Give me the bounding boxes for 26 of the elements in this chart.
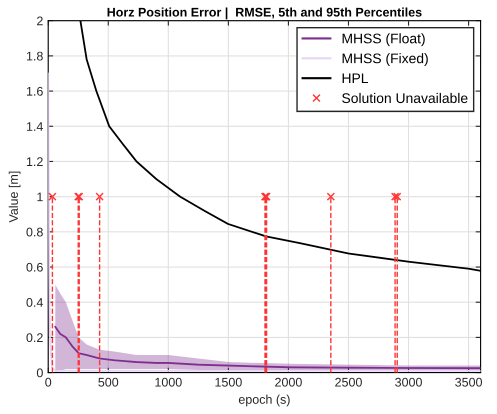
y-tick-label: 1.8 bbox=[26, 52, 43, 61]
x-tick-label: 1500 bbox=[215, 378, 242, 387]
y-tick-label: 2 bbox=[37, 16, 43, 26]
x-tick-label: 0 bbox=[45, 378, 52, 387]
chart-title: Horz Position Error | RMSE, 5th and 95th Percentiles bbox=[108, 7, 422, 20]
y-tick-label: 1.4 bbox=[26, 122, 43, 131]
y-tick-label: 1.6 bbox=[26, 86, 43, 96]
x-tick-label: 2000 bbox=[275, 378, 302, 387]
y-tick-label: 0.6 bbox=[26, 262, 43, 272]
y-tick-label: 1.2 bbox=[26, 157, 43, 166]
x-tick-label: 1000 bbox=[155, 378, 182, 387]
y-axis-title: Value [m] bbox=[8, 172, 20, 223]
y-tick-label: 0.2 bbox=[26, 333, 43, 342]
y-tick-label: 1 bbox=[37, 192, 43, 202]
x-tick-label: 2500 bbox=[335, 378, 362, 387]
y-tick-label: 0.8 bbox=[26, 228, 43, 236]
y-tick-label: 0 bbox=[36, 368, 43, 378]
x-tick-label: 3000 bbox=[395, 378, 422, 387]
legend-label: MHSS (Fixed) bbox=[342, 53, 428, 66]
legend-label: MHSS (Float) bbox=[342, 33, 425, 46]
legend-label: HPL bbox=[342, 73, 368, 84]
legend-label: Solution Unavailable bbox=[342, 92, 468, 104]
y-tick-label: 0.4 bbox=[26, 298, 43, 307]
x-axis-title: epoch (s) bbox=[238, 394, 290, 406]
x-tick-label: 3500 bbox=[455, 378, 482, 387]
x-tick-label: 500 bbox=[98, 378, 118, 387]
